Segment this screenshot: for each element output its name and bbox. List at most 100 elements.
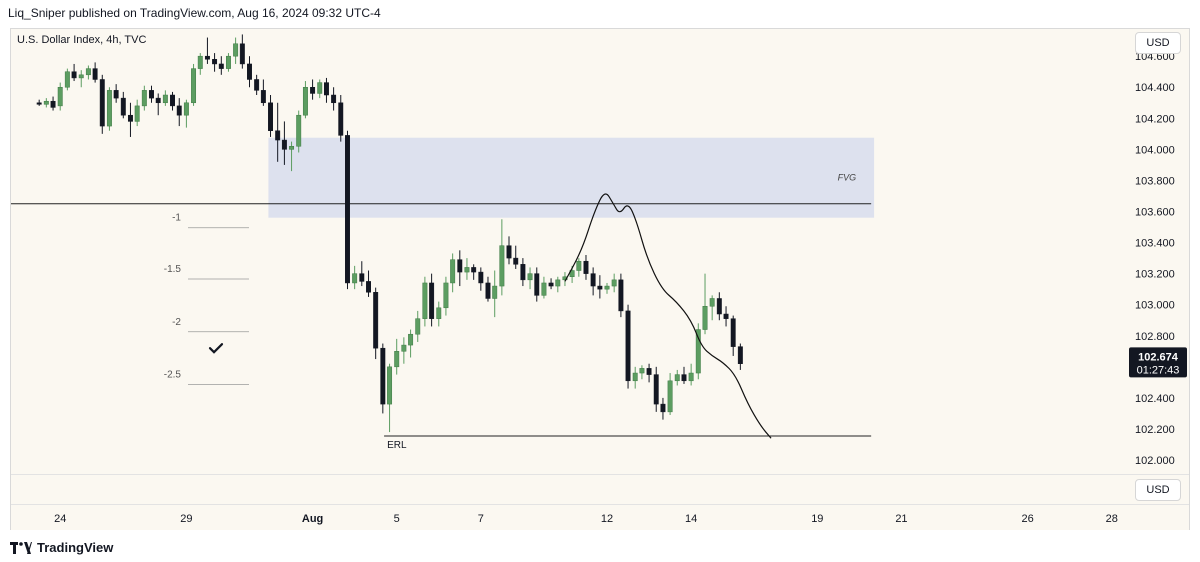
candle-up (162, 94, 168, 104)
time-tick-label: 7 (478, 513, 484, 525)
time-tick-label: 19 (811, 513, 823, 525)
candle-down (254, 79, 260, 91)
candle-down (149, 90, 154, 99)
price-tick-label: 104.400 (1135, 82, 1175, 94)
candle-down (478, 271, 484, 284)
candle-down (127, 114, 133, 122)
candle-up (134, 105, 140, 122)
chart-plot-area[interactable]: FVG -1 -1.5 -2 -2.5 ERL U.S. Dollar Index, 4h… (11, 29, 1129, 474)
candle-up (296, 114, 302, 147)
price-tick-label: 102.800 (1135, 331, 1175, 343)
candle-up (569, 270, 575, 277)
price-tick-label: 104.600 (1135, 51, 1175, 63)
time-axis[interactable]: 24 29 Aug 5 7 12 14 19 21 26 28 (11, 504, 1189, 530)
fib-level-label: -2 (172, 317, 181, 328)
time-tick-label: 26 (1022, 513, 1034, 525)
price-tick-label: 103.600 (1135, 207, 1175, 219)
erl-label: ERL (387, 440, 407, 451)
candle-down (345, 135, 350, 284)
price-axis[interactable]: 104.600 104.400 104.200 104.000 103.800 103.6… (1129, 29, 1189, 474)
time-tick-label: 24 (54, 513, 66, 525)
candle-down (723, 313, 729, 319)
candle-up (688, 372, 694, 382)
checkmark-icon (208, 343, 224, 354)
candle-down (548, 282, 554, 287)
tradingview-brand: TradingView (37, 540, 114, 555)
candle-down (155, 97, 161, 104)
price-tick-label: 102.400 (1135, 393, 1175, 405)
candle-down (485, 282, 491, 299)
candle-down (471, 267, 477, 273)
last-price-countdown: 01:27:43 (1137, 364, 1180, 376)
candle-down (275, 130, 281, 141)
candle-up (233, 43, 239, 57)
candle-up (43, 100, 49, 105)
symbol-title: U.S. Dollar Index, 4h, TVC (17, 34, 147, 46)
candle-down (281, 139, 287, 150)
candle-up (632, 372, 638, 382)
publish-header: Liq_Sniper published on TradingView.com,… (8, 6, 381, 20)
time-tick-label: 21 (895, 513, 907, 525)
last-price-value: 102.674 (1138, 351, 1179, 363)
candle-down (716, 298, 722, 315)
candle-up (499, 245, 505, 287)
candle-up (450, 259, 456, 284)
candle-down (204, 55, 210, 60)
candle-up (415, 318, 421, 335)
currency-button-top[interactable]: USD (1135, 32, 1181, 54)
candle-up (225, 55, 231, 69)
candle-down (50, 100, 56, 108)
candle-up (85, 68, 91, 76)
currency-button-bottom[interactable]: USD (1135, 479, 1181, 501)
candle-down (380, 347, 386, 405)
price-tick-label: 103.000 (1135, 300, 1175, 312)
candle-up (352, 273, 358, 284)
candle-up (317, 82, 323, 94)
candle-down (513, 257, 519, 265)
candle-up (611, 279, 617, 287)
candle-up (197, 55, 203, 69)
price-tick-label: 104.200 (1135, 113, 1175, 125)
candle-down (239, 43, 245, 65)
candle-up (667, 380, 673, 413)
last-price-badge (1129, 347, 1187, 378)
candle-up (191, 68, 197, 104)
candle-down (218, 63, 224, 69)
candle-down (331, 94, 337, 104)
candle-up (401, 344, 407, 352)
fib-level-label: -1 (172, 213, 181, 224)
candle-down (660, 403, 666, 413)
candle-up (78, 74, 84, 79)
time-tick-label: 14 (685, 513, 697, 525)
price-tick-label: 103.800 (1135, 175, 1175, 187)
candle-up (555, 279, 561, 287)
candle-down (71, 71, 77, 79)
candle-down (359, 273, 365, 282)
candlestick-chart: FVG -1 -1.5 -2 -2.5 ERL (11, 34, 875, 451)
candle-up (443, 282, 449, 309)
candle-down (260, 90, 266, 104)
candle-down (520, 264, 526, 281)
candle-down (506, 245, 512, 259)
candle-down (618, 279, 624, 312)
candle-down (113, 90, 119, 99)
tradingview-logo-icon (10, 541, 32, 554)
candle-down (170, 94, 175, 107)
candle-up (64, 71, 70, 88)
candle-down (268, 102, 273, 131)
fvg-label: FVG (838, 173, 857, 183)
candle-up (492, 285, 498, 299)
time-tick-label: Aug (302, 513, 323, 525)
candle-down (247, 63, 252, 80)
candle-down (36, 102, 42, 105)
candle-up (408, 333, 414, 346)
candle-down (534, 273, 540, 296)
candle-up (387, 366, 393, 405)
candle-down (653, 374, 659, 405)
price-axis-svg: 104.600 104.400 104.200 104.000 103.800 103.6… (1129, 51, 1187, 467)
price-tick-label: 103.400 (1135, 238, 1175, 250)
candle-up (394, 351, 400, 368)
candle-up (141, 90, 147, 107)
candle-up (183, 102, 189, 116)
candle-down (120, 97, 126, 116)
